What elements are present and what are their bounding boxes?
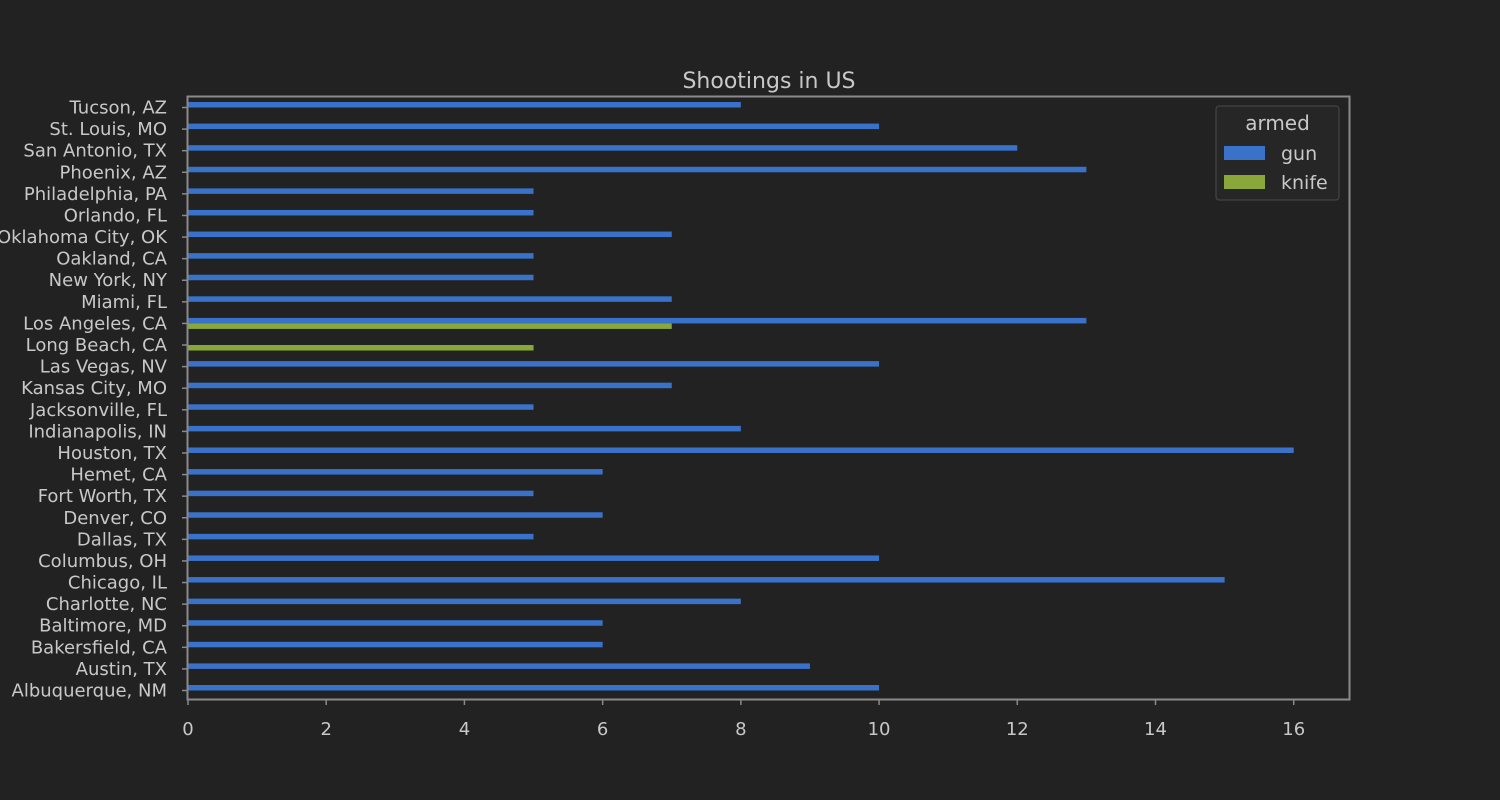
bar-gun-houston-tx <box>188 447 1294 453</box>
legend-label-gun: gun <box>1281 143 1317 165</box>
plot-frame <box>186 95 1351 701</box>
y-tick-label: St. Louis, MO <box>49 119 167 140</box>
x-tick-label: 0 <box>182 719 193 740</box>
x-tick-label: 10 <box>868 719 891 740</box>
y-tick-label: Albuquerque, NM <box>12 681 168 702</box>
chart-title: Shootings in US <box>682 69 855 94</box>
bar-gun-columbus-oh <box>188 555 880 561</box>
bar-gun-philadelphia-pa <box>188 188 534 194</box>
x-tick-label: 2 <box>320 719 331 740</box>
y-tick-label: Oklahoma City, OK <box>0 227 168 248</box>
y-tick-label: Dallas, TX <box>77 529 167 550</box>
y-tick-label: Columbus, OH <box>38 551 167 572</box>
bar-gun-denver-co <box>188 512 603 518</box>
y-tick-label: Orlando, FL <box>64 205 167 226</box>
bar-gun-san-antonio-tx <box>188 145 1018 151</box>
x-tick-label: 16 <box>1282 719 1305 740</box>
bar-gun-chicago-il <box>188 577 1225 583</box>
y-tick-label: Philadelphia, PA <box>24 184 168 205</box>
y-tick-label: Tucson, AZ <box>69 98 167 119</box>
y-tick-label: Fort Worth, TX <box>38 486 167 507</box>
bar-gun-oklahoma-city-ok <box>188 231 672 238</box>
y-tick-label: Hemet, CA <box>70 465 167 486</box>
bar-gun-austin-tx <box>188 663 810 669</box>
x-tick-label: 4 <box>459 719 470 740</box>
bar-gun-baltimore-md <box>188 620 603 626</box>
x-tick-label: 12 <box>1006 719 1029 740</box>
y-tick-label: Bakersfield, CA <box>31 637 168 658</box>
bar-gun-indianapolis-in <box>188 425 741 432</box>
y-tick-label: Chicago, IL <box>68 573 167 594</box>
y-tick-label: Jacksonville, FL <box>29 400 167 421</box>
x-tick-label: 8 <box>735 719 746 740</box>
bar-gun-bakersfield-ca <box>188 641 603 648</box>
x-tick-label: 6 <box>597 719 608 740</box>
legend-label-knife: knife <box>1281 172 1328 194</box>
bar-knife-los-angeles-ca <box>188 323 672 329</box>
x-axis-ticks: 0 2 4 6 8 10 12 14 16 <box>182 699 1305 740</box>
bar-gun-fort-worth-tx <box>188 490 534 497</box>
legend-title: armed <box>1245 111 1310 135</box>
y-tick-label: Charlotte, NC <box>46 594 167 615</box>
legend: armed gun knife <box>1215 105 1340 201</box>
bar-gun-las-vegas-nv <box>188 361 880 367</box>
y-tick-label: Houston, TX <box>57 443 167 464</box>
y-tick-label: Austin, TX <box>76 659 167 680</box>
legend-swatch-knife <box>1224 175 1265 189</box>
bar-gun-st-louis-mo <box>188 123 880 130</box>
bar-gun-los-angeles-ca <box>188 317 1087 324</box>
bar-gun-new-york-ny <box>188 274 534 281</box>
bar-gun-phoenix-az <box>188 166 1087 173</box>
bar-gun-albuquerque-nm <box>188 685 880 691</box>
y-tick-label: Oakland, CA <box>56 249 167 270</box>
y-tick-label: Baltimore, MD <box>39 616 167 637</box>
x-tick-label: 14 <box>1144 719 1167 740</box>
y-tick-label: Phoenix, AZ <box>60 162 168 183</box>
y-tick-label: Indianapolis, IN <box>28 421 167 442</box>
bar-gun-dallas-tx <box>188 533 534 540</box>
legend-swatch-gun <box>1224 146 1265 160</box>
y-tick-label: New York, NY <box>49 270 168 291</box>
bar-gun-tucson-az <box>188 102 741 108</box>
bar-gun-miami-fl <box>188 296 672 302</box>
y-tick-label: Denver, CO <box>63 508 167 529</box>
y-tick-label: Las Vegas, NV <box>40 357 168 378</box>
bar-gun-kansas-city-mo <box>188 382 672 389</box>
legend-items: gun knife <box>1224 143 1328 194</box>
y-tick-label: Los Angeles, CA <box>23 313 168 334</box>
y-tick-label: Kansas City, MO <box>21 378 167 399</box>
y-tick-label: Miami, FL <box>81 292 167 313</box>
bar-gun-hemet-ca <box>188 469 603 475</box>
bar-gun-charlotte-nc <box>188 598 741 605</box>
y-tick-label: Long Beach, CA <box>26 335 168 356</box>
bars-group <box>188 102 1294 691</box>
bar-knife-long-beach-ca <box>188 345 534 351</box>
bar-gun-orlando-fl <box>188 209 534 216</box>
bar-gun-oakland-ca <box>188 253 534 259</box>
y-tick-label: San Antonio, TX <box>23 141 167 162</box>
bar-gun-jacksonville-fl <box>188 404 534 410</box>
